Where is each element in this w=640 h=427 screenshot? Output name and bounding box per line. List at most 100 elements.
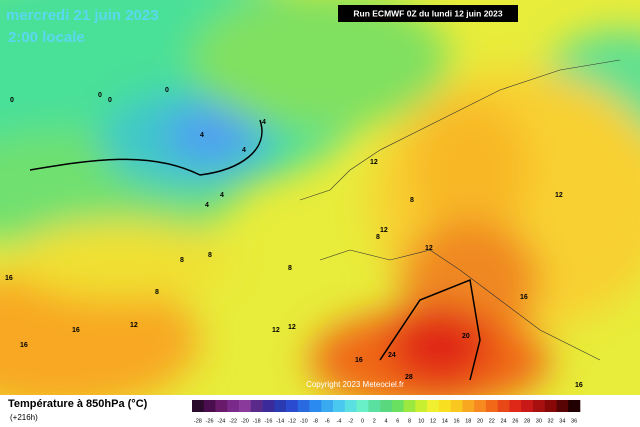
scale-label: -12 <box>288 418 296 424</box>
color-cell <box>239 400 252 412</box>
contour-label: 8 <box>208 252 212 259</box>
contour-label: 4 <box>220 192 224 199</box>
color-cell <box>521 400 534 412</box>
scale-label: 6 <box>396 418 399 424</box>
color-cell <box>415 400 428 412</box>
scale-label: -14 <box>276 418 284 424</box>
color-cell <box>203 400 216 412</box>
color-cell <box>532 400 546 412</box>
color-cell <box>250 400 263 412</box>
contour-label: 16 <box>575 382 583 389</box>
color-cell <box>497 400 510 412</box>
scale-label: -16 <box>264 418 272 424</box>
color-cell <box>192 400 205 412</box>
scale-label: 10 <box>418 418 424 424</box>
scale-label: -2 <box>348 418 353 424</box>
contour-label: 12 <box>425 245 433 252</box>
contour-label: 8 <box>288 265 292 272</box>
scale-label: -18 <box>253 418 261 424</box>
temperature-field <box>0 0 640 410</box>
contour-label: 0 <box>165 87 169 94</box>
contour-label: 0 <box>10 97 14 104</box>
scale-label: -10 <box>300 418 308 424</box>
scale-label: 34 <box>559 418 565 424</box>
contour-label: 12 <box>272 327 280 334</box>
scale-label: 28 <box>524 418 530 424</box>
color-cell <box>368 400 381 412</box>
contour-label: 0 <box>98 92 102 99</box>
contour-label: 12 <box>370 159 378 166</box>
scale-label: 0 <box>361 418 364 424</box>
date: mercredi 21 juin 2023 <box>6 7 159 24</box>
color-cell <box>568 400 581 412</box>
contour-label: 24 <box>388 352 396 359</box>
color-cell <box>474 400 487 412</box>
contour-label: 8 <box>376 234 380 241</box>
contour-label: 16 <box>72 327 80 334</box>
color-cell <box>286 400 299 412</box>
contour-label: 12 <box>288 324 296 331</box>
scale-label: 20 <box>477 418 483 424</box>
contour-label: 8 <box>180 257 184 264</box>
scale-label: -24 <box>217 418 225 424</box>
color-cell <box>427 400 440 412</box>
contour-label: 12 <box>555 192 563 199</box>
scale-label: 12 <box>430 418 436 424</box>
scale-label: -26 <box>206 418 214 424</box>
scale-label: -22 <box>229 418 237 424</box>
color-cell <box>391 400 404 412</box>
color-cell <box>438 400 451 412</box>
color-cell <box>509 400 522 412</box>
copyright: Copyright 2023 Meteociel.fr <box>306 380 404 389</box>
color-cell <box>450 400 463 412</box>
legend-title: Température à 850hPa (°C) <box>8 398 148 410</box>
contour-label: 12 <box>380 227 388 234</box>
contour-label: 28 <box>405 374 413 381</box>
scale-label: 8 <box>408 418 411 424</box>
color-cell <box>309 400 322 412</box>
contour-label: 4 <box>205 202 209 209</box>
contour-label: 4 <box>262 119 266 126</box>
contour-label: 4 <box>200 132 204 139</box>
contour-label: 8 <box>410 197 414 204</box>
contour-label: 20 <box>462 333 470 340</box>
contour-label: 12 <box>130 322 138 329</box>
scale-label: -4 <box>337 418 342 424</box>
scale-label: -8 <box>313 418 318 424</box>
color-cell <box>262 400 275 412</box>
color-cell <box>485 400 498 412</box>
color-cell <box>333 400 346 412</box>
scale-label: -20 <box>241 418 249 424</box>
lead-time: (+216h) <box>10 413 38 422</box>
scale-label: 32 <box>548 418 554 424</box>
scale-label: 16 <box>453 418 459 424</box>
scale-label: 24 <box>501 418 507 424</box>
scale-label: 2 <box>373 418 376 424</box>
time: 2:00 locale <box>8 29 85 46</box>
run-info: Run ECMWF 0Z du lundi 12 juin 2023 <box>353 8 503 18</box>
color-cell <box>274 400 287 412</box>
run-box <box>338 5 518 22</box>
contour-label: 16 <box>520 294 528 301</box>
color-cell <box>321 400 334 412</box>
color-cell <box>297 400 310 412</box>
color-cell <box>356 400 369 412</box>
color-cell <box>556 400 569 412</box>
scale-label: 22 <box>489 418 495 424</box>
scale-label: 4 <box>384 418 387 424</box>
scale-label: 14 <box>442 418 448 424</box>
scale-label: 26 <box>512 418 518 424</box>
contour-label: 16 <box>355 357 363 364</box>
contour-label: 16 <box>5 275 13 282</box>
scale-label: -6 <box>325 418 330 424</box>
scale-label: 36 <box>571 418 577 424</box>
contour-label: 16 <box>20 342 28 349</box>
contour-label: 8 <box>155 289 159 296</box>
scale-label: 30 <box>536 418 542 424</box>
color-cell <box>344 400 357 412</box>
color-cell <box>215 400 228 412</box>
contour-label: 0 <box>108 97 112 104</box>
color-cell <box>227 400 240 412</box>
